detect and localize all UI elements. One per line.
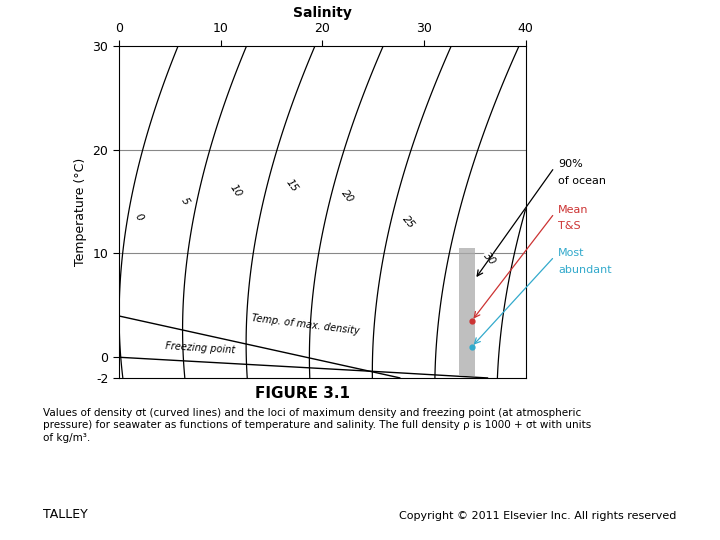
Text: abundant: abundant	[558, 265, 611, 275]
Text: 90%: 90%	[558, 159, 582, 170]
Text: 20: 20	[340, 188, 356, 205]
Bar	[459, 248, 474, 376]
X-axis label: Salinity: Salinity	[293, 6, 351, 20]
Text: 0: 0	[133, 212, 145, 222]
Text: 5: 5	[179, 196, 191, 207]
Text: of kg/m³.: of kg/m³.	[43, 433, 91, 443]
Text: 15: 15	[284, 178, 300, 194]
Text: Freezing point: Freezing point	[165, 341, 235, 355]
Text: TALLEY: TALLEY	[43, 508, 88, 521]
Text: Most: Most	[558, 248, 585, 259]
Text: Temp. of max. density: Temp. of max. density	[251, 313, 360, 336]
Text: Mean: Mean	[558, 205, 588, 215]
Text: pressure) for seawater as functions of temperature and salinity. The full densit: pressure) for seawater as functions of t…	[43, 420, 591, 430]
Text: FIGURE 3.1: FIGURE 3.1	[255, 386, 350, 401]
Y-axis label: Temperature (°C): Temperature (°C)	[74, 158, 87, 266]
Text: Copyright © 2011 Elsevier Inc. All rights reserved: Copyright © 2011 Elsevier Inc. All right…	[400, 511, 677, 521]
Text: 10: 10	[228, 183, 243, 199]
Text: 30: 30	[482, 251, 498, 267]
Text: of ocean: of ocean	[558, 176, 606, 186]
Text: 25: 25	[400, 214, 417, 231]
Text: T&S: T&S	[558, 221, 580, 232]
Text: Values of density σt (curved lines) and the loci of maximum density and freezing: Values of density σt (curved lines) and …	[43, 408, 582, 418]
